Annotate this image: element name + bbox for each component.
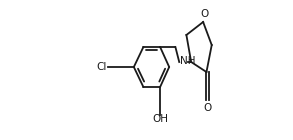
Text: O: O <box>204 103 212 113</box>
Text: OH: OH <box>152 114 168 124</box>
Text: Cl: Cl <box>96 62 107 72</box>
Text: O: O <box>200 9 209 19</box>
Text: NH: NH <box>180 56 195 66</box>
